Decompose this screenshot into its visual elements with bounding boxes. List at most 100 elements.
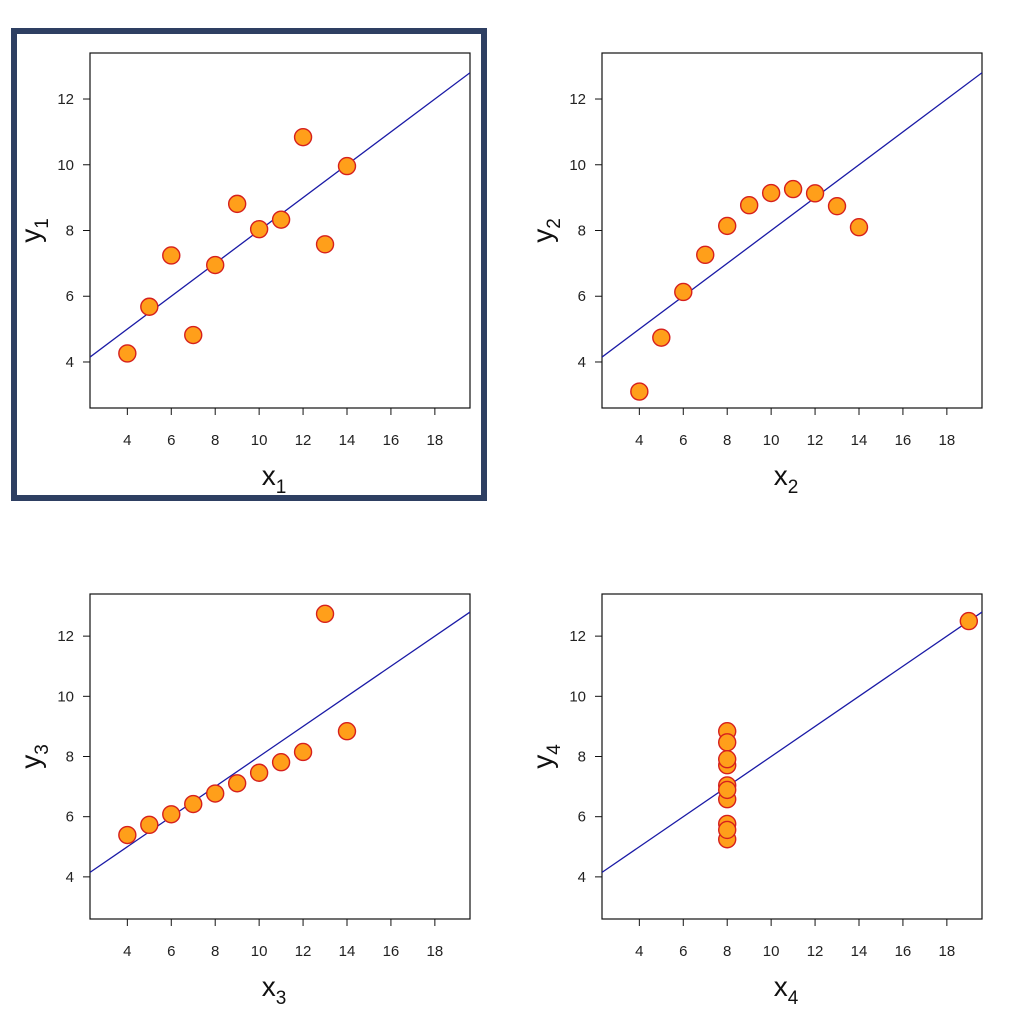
data-point	[652, 328, 671, 347]
x-tick-label: 10	[251, 432, 268, 449]
y-axis-label: y4	[527, 744, 565, 769]
data-point	[140, 297, 159, 316]
data-point	[293, 127, 313, 147]
plot-frame	[89, 52, 471, 409]
plot-frame	[601, 52, 983, 409]
x-axis-label: x3	[262, 971, 287, 1009]
data-point	[206, 255, 225, 275]
data-point	[805, 184, 825, 203]
data-point	[140, 815, 159, 835]
data-point	[783, 179, 803, 199]
x-tick-label: 12	[807, 943, 824, 960]
data-point	[315, 235, 335, 254]
panel-1: 4 6 8 10 12 14 16 18 4 6 8 10 12 x1 y1	[15, 52, 471, 498]
x-axis-label: x1	[262, 460, 287, 498]
data-point	[718, 750, 737, 769]
y-tick-label: 4	[66, 869, 74, 886]
x-tick-label: 16	[383, 943, 400, 960]
data-point	[337, 156, 357, 176]
x-tick-label: 12	[807, 432, 824, 449]
y-axis-label: y3	[15, 744, 53, 769]
x-tick-label: 8	[211, 943, 219, 960]
data-point	[827, 196, 847, 216]
data-point	[718, 820, 737, 840]
data-point	[761, 183, 781, 203]
y-tick-label: 4	[66, 354, 74, 371]
regression-line	[602, 611, 982, 873]
y-tick-label: 4	[578, 869, 586, 886]
x-tick-label: 8	[723, 943, 731, 960]
y-tick-label: 8	[578, 223, 586, 240]
x-tick-label: 10	[763, 943, 780, 960]
data-point	[118, 344, 137, 363]
data-point	[162, 805, 181, 824]
data-point	[315, 604, 335, 624]
data-point	[249, 763, 269, 782]
data-point	[849, 218, 869, 237]
x-tick-label: 4	[635, 432, 643, 449]
data-point	[718, 733, 737, 752]
data-point	[184, 794, 203, 814]
x-tick-label: 8	[723, 432, 731, 449]
regression-line	[602, 72, 982, 358]
data-point	[271, 753, 291, 772]
x-tick-label: 6	[167, 943, 175, 960]
data-point	[206, 784, 225, 803]
y-tick-label: 8	[578, 749, 586, 766]
data-point	[696, 245, 715, 265]
x-tick-label: 12	[295, 432, 312, 449]
x-tick-label: 16	[895, 943, 912, 960]
highlight-frame	[11, 28, 487, 501]
y-tick-label: 10	[569, 157, 586, 174]
data-point	[718, 780, 737, 800]
x-axis-label: x4	[774, 971, 799, 1009]
x-tick-label: 18	[939, 943, 956, 960]
y-tick-label: 12	[57, 91, 74, 108]
y-tick-label: 10	[569, 688, 586, 705]
x-tick-label: 10	[251, 943, 268, 960]
x-tick-label: 6	[679, 432, 687, 449]
x-tick-label: 18	[427, 432, 444, 449]
x-axis-label: x2	[774, 460, 799, 498]
x-tick-label: 18	[939, 432, 956, 449]
data-point	[249, 219, 269, 239]
x-tick-label: 14	[339, 432, 356, 449]
data-point	[293, 742, 313, 762]
y-tick-label: 6	[66, 809, 74, 826]
x-tick-label: 14	[339, 943, 356, 960]
y-tick-label: 4	[578, 354, 586, 371]
y-tick-label: 8	[66, 749, 74, 766]
data-point	[184, 325, 203, 345]
x-tick-label: 10	[763, 432, 780, 449]
data-point	[227, 774, 247, 793]
panel-4: 4 6 8 10 12 14 16 18 4 6 8 10 12 x4 y4	[527, 593, 983, 1009]
data-point	[630, 382, 649, 401]
data-point	[718, 216, 737, 236]
x-tick-label: 14	[851, 432, 868, 449]
x-tick-label: 12	[295, 943, 312, 960]
x-tick-label: 6	[167, 432, 175, 449]
panel-2: 4 6 8 10 12 14 16 18 4 6 8 10 12 x2 y2	[527, 52, 983, 498]
x-tick-label: 16	[383, 432, 400, 449]
y-tick-label: 10	[57, 157, 74, 174]
data-point	[227, 194, 247, 214]
x-tick-label: 4	[635, 943, 643, 960]
y-tick-label: 10	[57, 688, 74, 705]
y-tick-label: 8	[66, 223, 74, 240]
x-tick-label: 6	[679, 943, 687, 960]
plot-frame	[601, 593, 983, 920]
y-tick-label: 12	[569, 91, 586, 108]
data-point	[162, 246, 181, 265]
data-point	[959, 611, 979, 631]
x-tick-label: 16	[895, 432, 912, 449]
data-point	[739, 195, 759, 215]
y-axis-label: y2	[527, 218, 565, 243]
data-point	[271, 210, 291, 229]
y-tick-label: 6	[578, 809, 586, 826]
x-tick-label: 14	[851, 943, 868, 960]
x-tick-label: 4	[123, 432, 131, 449]
y-axis-label: y1	[15, 218, 53, 243]
y-tick-label: 12	[57, 628, 74, 645]
panel-3: 4 6 8 10 12 14 16 18 4 6 8 10 12 x3 y3	[15, 593, 471, 1009]
